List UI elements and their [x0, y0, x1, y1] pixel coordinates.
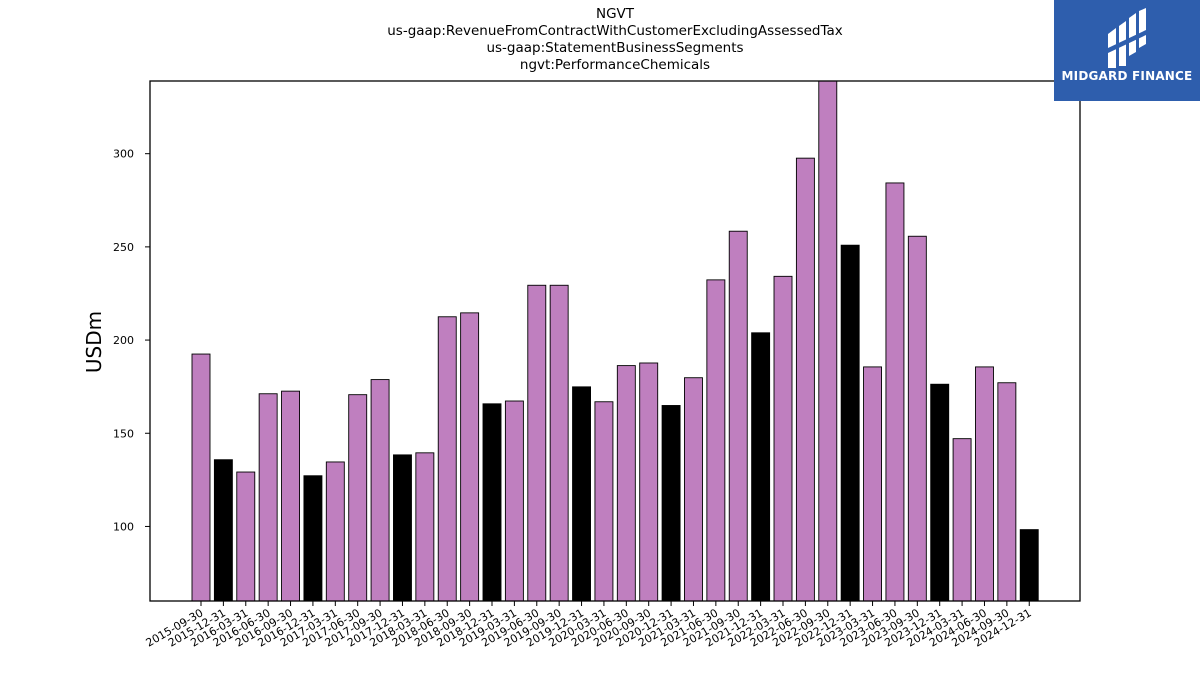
bar-2023-06-30 [885, 182, 905, 602]
logo-text: MIDGARD FINANCE [1061, 69, 1193, 83]
y-tick-label: 150 [113, 427, 134, 440]
bar-2021-12-31 [751, 332, 771, 602]
bar-2021-06-30 [706, 279, 726, 602]
bar-2015-09-30 [191, 353, 211, 602]
bar-2017-06-30 [348, 394, 368, 602]
bar-2024-06-30 [975, 366, 994, 602]
y-axis-label: USDm [82, 311, 106, 373]
bar-2016-03-31 [236, 471, 256, 602]
bar-2015-12-31 [213, 459, 233, 602]
y-tick-label: 300 [113, 148, 134, 161]
bar-2023-12-31 [930, 383, 950, 602]
bar-2024-03-31 [952, 438, 972, 602]
bar-2022-03-31 [773, 275, 793, 602]
bar-2019-09-30 [549, 284, 569, 602]
bar-2024-12-31 [1019, 529, 1039, 602]
y-tick-label: 250 [113, 241, 134, 254]
bar-2024-09-30 [997, 382, 1017, 602]
midgard-logo-icon [1108, 8, 1146, 68]
bar-2017-12-31 [393, 454, 412, 602]
title-line-1: NGVT [595, 6, 635, 22]
title-line-4: ngvt:PerformanceChemicals [519, 57, 711, 73]
bar-2022-09-30 [818, 80, 838, 602]
x-axis: 2015-09-302015-12-312016-03-312016-06-30… [144, 601, 1034, 650]
bar-2018-03-31 [415, 452, 435, 602]
y-tick-label: 200 [113, 334, 134, 347]
bar-2017-09-30 [370, 379, 390, 602]
bar-2022-12-31 [840, 244, 860, 602]
bar-2020-06-30 [616, 365, 636, 602]
bar-2023-09-30 [907, 235, 927, 602]
bar-2017-03-31 [325, 461, 345, 602]
midgard-finance-logo: MIDGARD FINANCE [1054, 0, 1200, 101]
y-tick-label: 100 [113, 520, 134, 533]
bar-2021-03-31 [684, 377, 703, 602]
bar-2019-06-30 [527, 284, 547, 602]
bar-2020-09-30 [639, 362, 659, 602]
bar-2018-12-31 [482, 403, 502, 602]
bar-2016-12-31 [303, 475, 323, 602]
bar-2021-09-30 [728, 230, 748, 602]
title-line-2: us-gaap:RevenueFromContractWithCustomerE… [387, 23, 843, 39]
chart-title: NGVT us-gaap:RevenueFromContractWithCust… [150, 6, 1080, 74]
bars-group [191, 80, 1039, 602]
bar-2018-06-30 [437, 316, 457, 602]
bar-2019-03-31 [504, 400, 524, 602]
bar-2018-09-30 [460, 312, 480, 602]
bar-2022-06-30 [795, 157, 815, 602]
bar-2016-09-30 [281, 390, 300, 602]
bar-2020-03-31 [594, 401, 614, 602]
bar-2019-12-31 [572, 386, 591, 602]
title-line-3: us-gaap:StatementBusinessSegments [486, 40, 744, 56]
bar-2020-12-31 [661, 405, 681, 602]
bar-2023-03-31 [863, 366, 882, 602]
bar-2016-06-30 [258, 393, 278, 602]
plot-area-frame [149, 80, 1081, 602]
y-axis: 100 150 200 250 300 [113, 148, 150, 533]
